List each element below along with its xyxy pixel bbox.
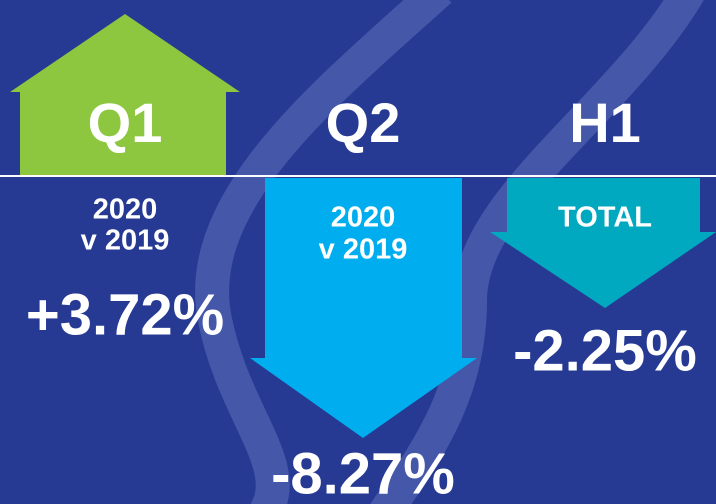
comparison-line: v 2019	[319, 234, 408, 266]
comparison-line: v 2019	[81, 225, 170, 257]
comparison-line: 2020	[331, 202, 396, 234]
period-label: H1	[569, 91, 641, 154]
decor-wave	[195, 0, 452, 504]
period-label: Q1	[88, 91, 163, 154]
percent-value: -2.25%	[513, 318, 697, 383]
decor-wave	[370, 0, 704, 504]
percent-value: +3.72%	[26, 282, 224, 347]
comparison-line: 2020	[93, 194, 158, 226]
down-arrow	[250, 178, 477, 438]
comparison-line: TOTAL	[558, 202, 652, 234]
period-label: Q2	[326, 91, 401, 154]
down-arrow	[490, 178, 716, 308]
up-arrow	[10, 14, 240, 175]
percent-value: -8.27%	[271, 441, 455, 504]
